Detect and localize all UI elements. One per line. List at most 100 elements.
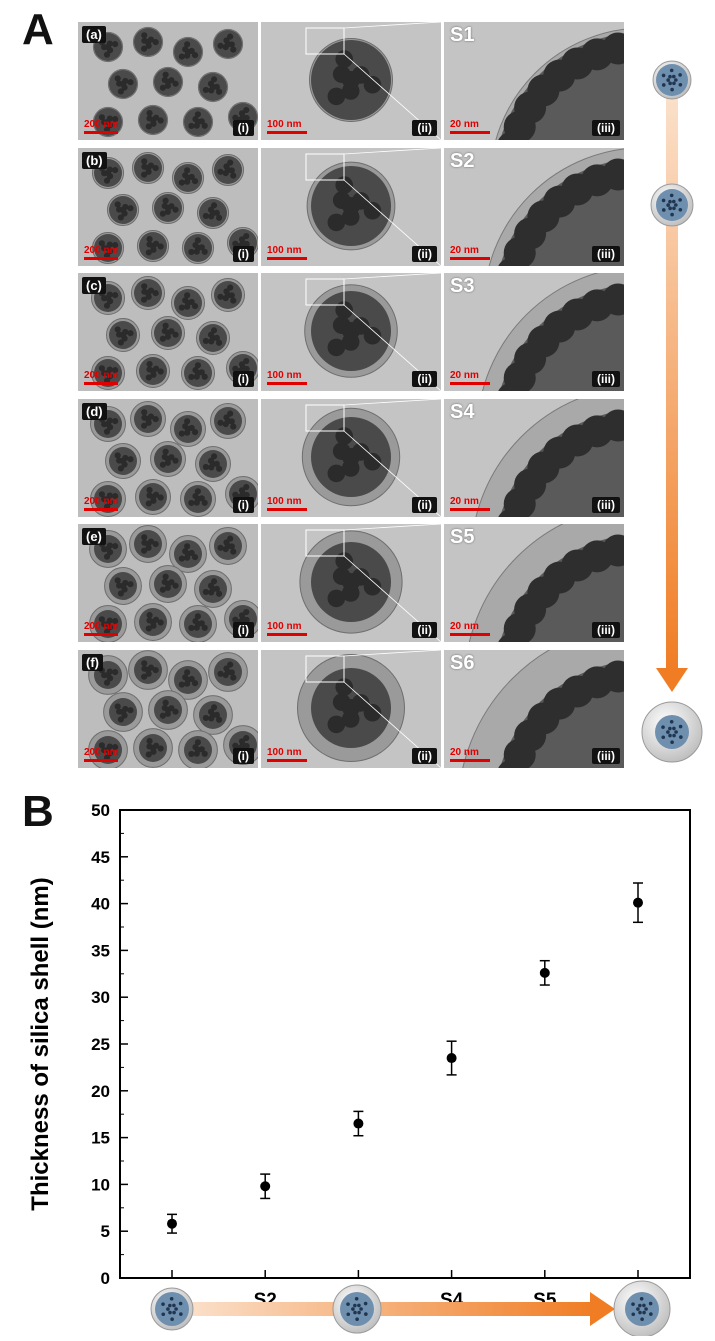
arrow-shaft (666, 80, 678, 670)
tem-image: (f) (i) 200 nm (78, 650, 258, 768)
scale-bar-label: 200 nm (84, 621, 118, 632)
y-tick-label: 45 (91, 848, 110, 867)
y-tick-label: 30 (91, 988, 110, 1007)
scale-bar-label: 100 nm (267, 370, 307, 381)
data-point (167, 1219, 177, 1229)
subpanel-label: (ii) (412, 371, 437, 387)
scale-bar: 200 nm (84, 496, 118, 511)
sample-label: S2 (450, 150, 474, 173)
scale-bar-label: 20 nm (450, 370, 490, 381)
subpanel-label: (iii) (592, 371, 620, 387)
data-point (260, 1181, 270, 1191)
tem-image: (ii)100 nm (261, 524, 441, 642)
y-tick-label: 35 (91, 941, 110, 960)
scale-bar: 200 nm (84, 370, 118, 385)
data-point (353, 1119, 363, 1129)
scale-bar-label: 100 nm (267, 747, 307, 758)
tem-image: (c) (i) 200 nm (78, 273, 258, 391)
chart-container: 05101520253035404550S1S2S3S4S5S6Thicknes… (0, 790, 715, 1336)
row-label: (d) (82, 403, 107, 420)
row-label: (b) (82, 152, 107, 169)
bottom-arrow-head (590, 1292, 615, 1326)
scale-bar: 20 nm (450, 119, 490, 134)
sample-label: S6 (450, 652, 474, 675)
tem-row: (f) (i) 200 nm (ii) 100 nm S6 (iii) 20 nm (78, 650, 624, 768)
y-tick-label: 10 (91, 1175, 110, 1194)
row-label: (f) (82, 654, 103, 671)
tem-image: (ii)100 nm (261, 22, 441, 140)
panel-a-label: A (22, 8, 54, 52)
row-label: (e) (82, 528, 106, 545)
scale-bar-label: 20 nm (450, 747, 490, 758)
data-point (447, 1053, 457, 1063)
scale-bar: 100 nm (267, 370, 307, 385)
tem-row: (d) (i) 200 nm (ii) 100 nm S4 (iii) 20 nm (78, 399, 624, 517)
subpanel-label: (i) (233, 748, 254, 764)
scale-bar: 100 nm (267, 496, 307, 511)
sample-label: S4 (450, 401, 474, 424)
scale-bar-label: 20 nm (450, 119, 490, 130)
scale-bar: 200 nm (84, 245, 118, 260)
scale-bar: 20 nm (450, 245, 490, 260)
subpanel-label: (ii) (412, 246, 437, 262)
tem-image: (a)(i)200 nm (78, 22, 258, 140)
scale-bar-label: 100 nm (267, 245, 307, 256)
tem-image: (e) (i) 200 nm (78, 524, 258, 642)
scale-bar-label: 200 nm (84, 245, 118, 256)
arrow-head (656, 668, 688, 692)
scale-bar-label: 100 nm (267, 621, 307, 632)
y-tick-label: 50 (91, 801, 110, 820)
tem-image: S5(iii)20 nm (444, 524, 624, 642)
sphere-thin-shell (151, 1288, 193, 1330)
bottom-arrow-shaft (175, 1302, 593, 1316)
tem-image: S1(iii)20 nm (444, 22, 624, 140)
scale-bar-label: 200 nm (84, 370, 118, 381)
scale-bar: 100 nm (267, 621, 307, 636)
subpanel-label: (iii) (592, 622, 620, 638)
sphere-medium-shell (651, 184, 693, 226)
sphere-thick-shell (642, 702, 702, 762)
subpanel-label: (iii) (592, 497, 620, 513)
sample-label: S3 (450, 275, 474, 298)
thickness-chart: 05101520253035404550S1S2S3S4S5S6Thicknes… (0, 790, 715, 1336)
subpanel-label: (i) (233, 371, 254, 387)
tem-image: S6 (iii) 20 nm (444, 650, 624, 768)
tem-image: (b) (i) 200 nm (78, 148, 258, 266)
tem-row: (c) (i) 200 nm (ii) 100 nm S3 (iii) 20 nm (78, 273, 624, 391)
scale-bar: 200 nm (84, 747, 118, 762)
row-label: (c) (82, 277, 106, 294)
scale-bar-label: 200 nm (84, 119, 118, 130)
y-tick-label: 15 (91, 1129, 110, 1148)
sample-label: S1 (450, 24, 474, 47)
scale-bar: 200 nm (84, 621, 118, 636)
subpanel-label: (ii) (412, 497, 437, 513)
subpanel-label: (i) (233, 246, 254, 262)
scale-bar: 20 nm (450, 621, 490, 636)
scale-bar-label: 200 nm (84, 496, 118, 507)
subpanel-label: (ii) (412, 748, 437, 764)
scale-bar-label: 20 nm (450, 621, 490, 632)
subpanel-label: (iii) (592, 748, 620, 764)
sphere-medium-shell (333, 1285, 381, 1333)
scale-bar-label: 100 nm (267, 496, 307, 507)
tem-image: (ii) 100 nm (261, 399, 441, 517)
scale-bar-label: 200 nm (84, 747, 118, 758)
tem-image: (ii) 100 nm (261, 273, 441, 391)
y-tick-label: 40 (91, 895, 110, 914)
subpanel-label: (i) (233, 622, 254, 638)
scale-bar: 20 nm (450, 370, 490, 385)
y-axis-label: Thickness of silica shell (nm) (27, 877, 54, 1210)
subpanel-label: (iii) (592, 246, 620, 262)
plot-frame (120, 810, 690, 1278)
shell-growth-arrow (630, 40, 710, 780)
subpanel-label: (ii) (412, 120, 437, 136)
tem-image: S2 (iii) 20 nm (444, 148, 624, 266)
scale-bar-label: 20 nm (450, 496, 490, 507)
y-tick-label: 5 (101, 1222, 110, 1241)
subpanel-label: (i) (233, 497, 254, 513)
subpanel-label: (i) (233, 120, 254, 136)
sphere-thin-shell (653, 61, 691, 99)
